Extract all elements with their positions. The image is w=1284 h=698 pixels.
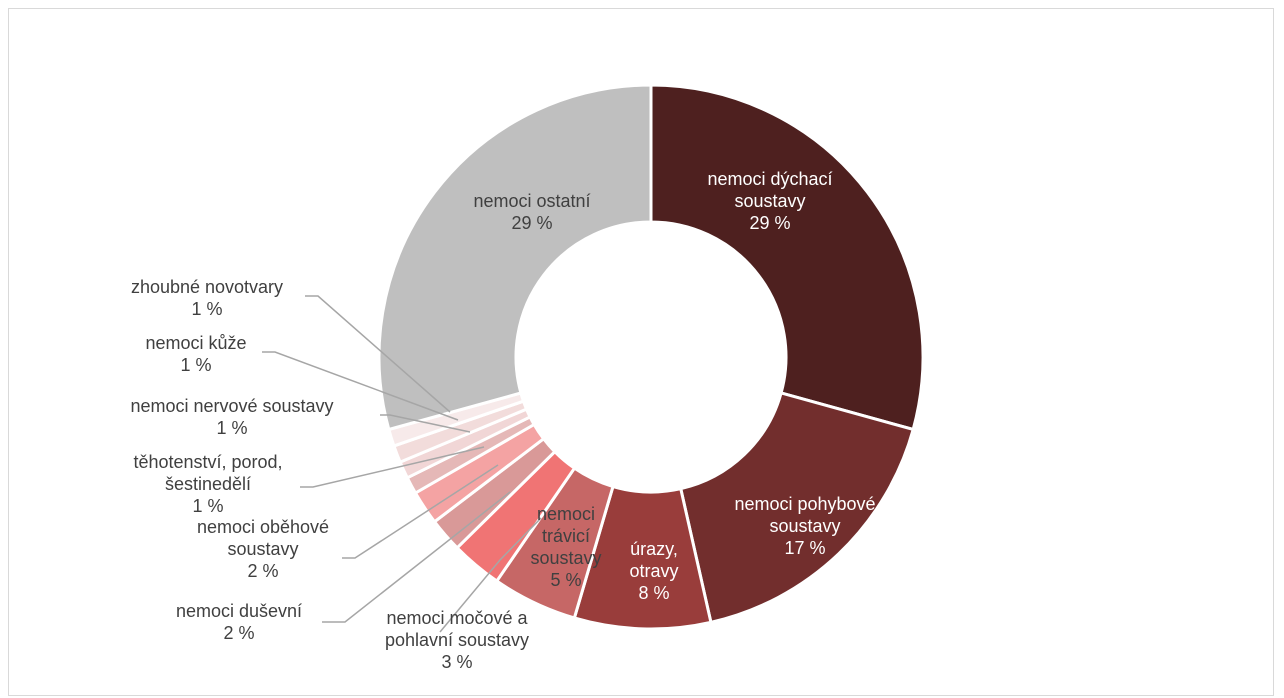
data-label-nemoci-obehove-soustavy: nemoci oběhové soustavy 2 % [197, 517, 329, 581]
data-label-urazy-otravy: úrazy, otravy 8 % [629, 539, 678, 603]
leader-line-nemoci-nervove-soustavy [380, 414, 471, 433]
slice-nemoci-dychaci-soustavy [649, 83, 925, 432]
leader-line-zhoubne-novotvary [305, 295, 451, 413]
leader-line-nemoci-kuze [262, 351, 459, 421]
leader-line-tehotenstvi-porod-sestinedeli [300, 446, 485, 488]
data-label-tehotenstvi-porod-sestinedeli: těhotenství, porod, šestinedělí 1 % [133, 452, 282, 516]
data-label-nemoci-nervove-soustavy: nemoci nervové soustavy 1 % [130, 396, 333, 438]
leader-line-nemoci-mocove-a-pohlavni-soustavy [439, 517, 542, 633]
leader-line-nemoci-obehove-soustavy [342, 464, 499, 559]
data-label-nemoci-pohybove-soustavy: nemoci pohybové soustavy 17 % [734, 494, 875, 558]
data-label-nemoci-kuze: nemoci kůže 1 % [145, 333, 246, 375]
leader-line-nemoci-dusevni [322, 491, 511, 623]
data-label-nemoci-dychaci-soustavy: nemoci dýchací soustavy 29 % [707, 169, 832, 233]
slice-nemoci-ostatni [377, 83, 653, 432]
data-label-zhoubne-novotvary: zhoubné novotvary 1 % [131, 277, 283, 319]
data-label-nemoci-mocove-a-pohlavni-soustavy: nemoci močové a pohlavní soustavy 3 % [385, 608, 529, 672]
data-label-nemoci-dusevni: nemoci duševní 2 % [176, 601, 302, 643]
data-label-nemoci-travici-soustavy: nemoci trávicí soustavy 5 % [530, 504, 601, 590]
data-label-nemoci-ostatni: nemoci ostatní 29 % [473, 191, 590, 233]
slice-nemoci-pohybove-soustavy [678, 391, 916, 625]
